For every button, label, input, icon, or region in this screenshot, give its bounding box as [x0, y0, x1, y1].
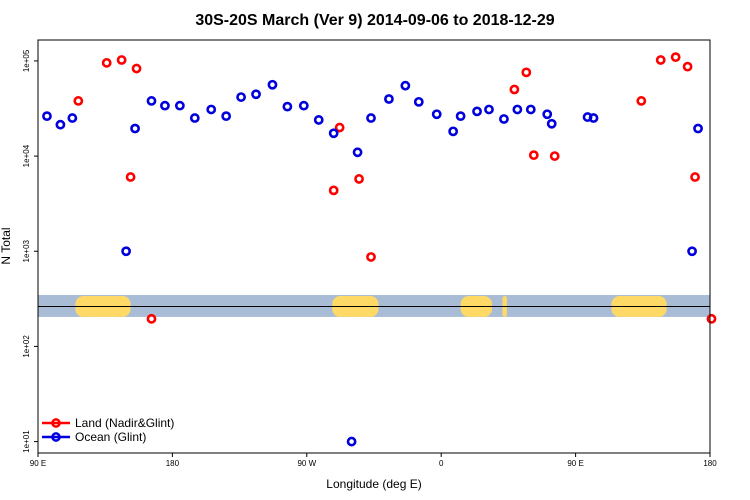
ocean-point-2: [67, 113, 78, 123]
ocean-point-14: [282, 101, 293, 112]
legend-ocean-label: Ocean (Glint): [75, 430, 146, 444]
ocean-point-17: [328, 128, 339, 139]
x-tick-label-1: 180: [166, 459, 180, 468]
ocean-point-35: [588, 113, 599, 123]
ocean-point-32: [542, 109, 553, 120]
land-point-17: [682, 61, 693, 72]
x-axis-label: Longitude (deg E): [326, 477, 421, 491]
ocean-point-16: [313, 115, 324, 125]
data-points: [42, 52, 717, 447]
ocean-point-11: [236, 92, 246, 102]
ocean-point-20: [366, 113, 376, 123]
y-tick-label-3: 1e+04: [22, 144, 31, 167]
x-tick-label-0: 90 E: [30, 459, 46, 468]
land-point-19: [706, 313, 717, 324]
y-tick-label-0: 1e+01: [22, 430, 31, 453]
y-axis-label: N Total: [0, 227, 13, 264]
y-axis: 1e+01 1e+02 1e+03 1e+04 1e+05: [22, 49, 38, 453]
ocean-point-26: [455, 111, 466, 122]
land-point-9: [366, 252, 376, 262]
land-point-10: [509, 84, 520, 95]
ocean-point-23: [413, 96, 424, 107]
x-axis: 90 E 180 90 W 0 90 E 180: [30, 453, 717, 468]
chart-title: 30S-20S March (Ver 9) 2014-09-06 to 2018…: [195, 12, 554, 29]
ocean-point-13: [267, 79, 278, 90]
land-point-16: [670, 52, 681, 63]
land-point-5: [146, 313, 157, 324]
legend: Land (Nadir&Glint) Ocean (Glint): [42, 416, 174, 444]
land-point-18: [690, 172, 700, 182]
land-point-8: [354, 174, 364, 184]
ocean-point-22: [400, 80, 411, 91]
ocean-point-21: [384, 94, 394, 104]
x-tick-label-2: 90 W: [297, 459, 316, 468]
ocean-point-30: [512, 104, 523, 115]
ocean-point-28: [484, 104, 494, 115]
land-point-7: [334, 122, 345, 133]
ocean-point-25: [448, 126, 459, 137]
land-point-0: [73, 96, 84, 106]
land-point-1: [101, 57, 112, 68]
y-tick-label-2: 1e+03: [22, 239, 31, 262]
land-point-3: [131, 63, 142, 74]
land-point-11: [521, 67, 532, 78]
land-point-15: [655, 55, 666, 65]
land-point-14: [636, 96, 647, 106]
ocean-point-8: [189, 113, 200, 123]
ocean-point-10: [221, 111, 232, 122]
legend-land-label: Land (Nadir&Glint): [75, 416, 174, 430]
ocean-point-27: [472, 106, 482, 117]
x-tick-label-3: 0: [439, 459, 444, 468]
ocean-point-1: [55, 119, 66, 130]
ocean-point-12: [251, 89, 261, 100]
land-point-4: [125, 172, 136, 182]
x-tick-label-5: 180: [703, 459, 717, 468]
ocean-point-5: [146, 96, 157, 106]
ocean-point-19: [352, 147, 363, 158]
ocean-point-0: [42, 111, 52, 122]
legend-ocean-marker: [51, 432, 61, 442]
ocean-point-24: [431, 109, 442, 120]
ocean-point-9: [206, 104, 217, 115]
ocean-point-37: [693, 123, 703, 134]
y-tick-label-4: 1e+05: [22, 49, 31, 72]
land-point-6: [328, 185, 339, 196]
plot-frame: [37, 39, 711, 454]
ocean-point-3: [121, 246, 132, 257]
x-tick-label-4: 90 E: [567, 459, 583, 468]
land-point-2: [116, 55, 127, 65]
legend-land-marker: [51, 418, 61, 428]
y-tick-label-1: 1e+02: [22, 335, 31, 358]
ocean-point-29: [499, 114, 509, 124]
ocean-point-33: [546, 118, 557, 129]
ocean-point-15: [298, 100, 309, 111]
land-point-13: [549, 151, 560, 161]
ocean-point-7: [174, 100, 185, 111]
ocean-point-36: [687, 246, 697, 257]
ocean-point-31: [525, 104, 536, 115]
land-point-12: [528, 150, 539, 161]
ocean-point-18: [346, 436, 357, 447]
ocean-point-6: [160, 100, 170, 111]
ocean-point-4: [130, 123, 140, 134]
